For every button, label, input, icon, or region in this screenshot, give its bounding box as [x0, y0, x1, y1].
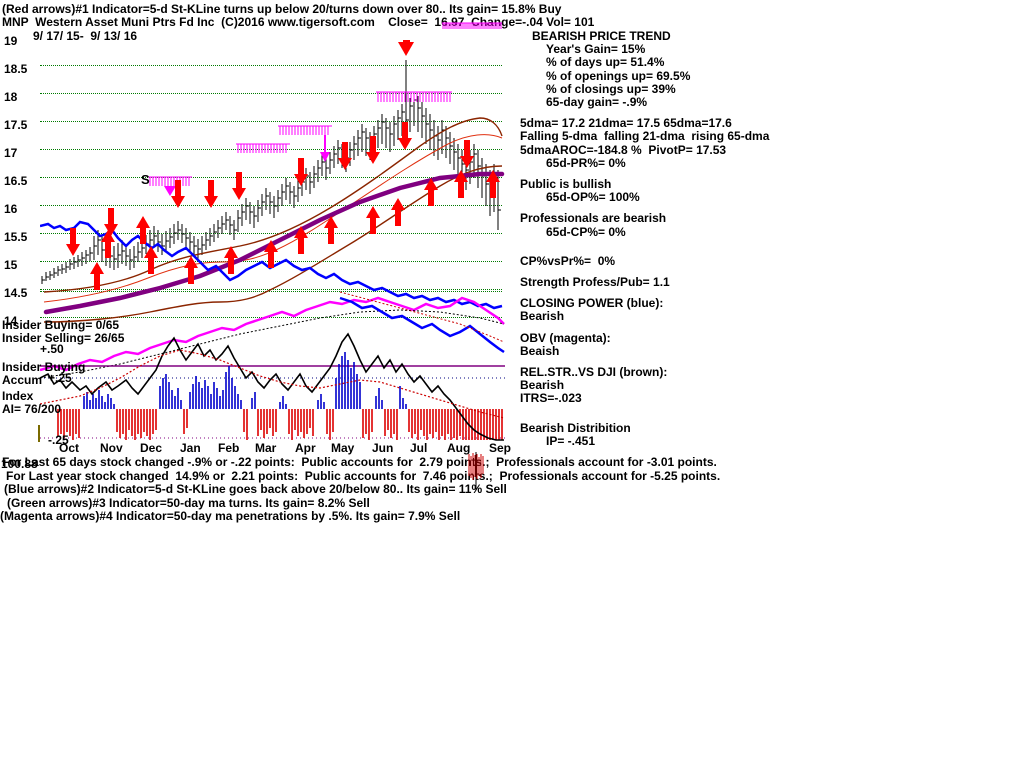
- closing-power-value: Bearish: [520, 309, 565, 324]
- x-axis-label-dec: Dec: [140, 441, 163, 455]
- sell-arrow-down: [66, 40, 474, 256]
- y-axis-label-17-5: 17.5: [4, 118, 28, 132]
- accum-positive-bars: [83, 352, 407, 409]
- pct-days-up: % of days up= 51.4%: [546, 55, 665, 70]
- accum-scale-plus50: +.50: [40, 342, 64, 356]
- x-axis-label-aug: Aug: [447, 441, 471, 455]
- price-bars: [41, 60, 501, 284]
- gridline: [40, 317, 502, 318]
- closing-power-lower: [339, 296, 505, 354]
- analysis-info-panel: BEARISH PRICE TREND Year's Gain= 15% % o…: [520, 29, 1020, 448]
- gridline: [40, 205, 502, 206]
- x-axis-label-sep: Sep: [489, 441, 512, 455]
- relstr-label: REL.STR..VS DJI (brown):: [520, 365, 668, 380]
- pct-closings-up: % of closings up= 39%: [546, 81, 676, 96]
- volume-spike-overlay-icon: [468, 452, 484, 490]
- y-axis-label-17: 17: [4, 146, 18, 160]
- price-chart[interactable]: 19 18.5 18 17.5 17 16.5 16 15.5 15 14.5 …: [0, 34, 512, 455]
- relstr-value: Bearish: [520, 378, 565, 393]
- indicator-3-line: (Green arrows)#3 Indicator=50-day ma tur…: [7, 495, 370, 510]
- x-axis-label-apr: Apr: [295, 441, 316, 455]
- indicator-2-line: (Blue arrows)#2 Indicator=5-d St-KLine g…: [4, 482, 507, 497]
- accum-index-label-2: Accum: [2, 373, 43, 387]
- accum-index-smoothing: [40, 349, 505, 419]
- accum-index-label-1: Insider Buying: [2, 360, 86, 374]
- insider-selling-label: Insider Selling= 26/65: [2, 331, 125, 345]
- date-range-label: 9/ 17/ 15- 9/ 13/ 16: [33, 29, 138, 43]
- trend-title: BEARISH PRICE TREND: [532, 29, 671, 43]
- aroc-pivot: 5dmaAROC=-184.8 % PivotP= 17.53: [520, 142, 727, 157]
- dma-trend: Falling 5-dma falling 21-dma rising 65-d…: [520, 129, 770, 144]
- header-volume-cluster-icon: [442, 22, 502, 29]
- gridline: [40, 93, 502, 94]
- y-axis-label-16-5: 16.5: [4, 174, 28, 188]
- y-axis-label-19: 19: [4, 34, 18, 48]
- pct-openings-up: % of openings up= 69.5%: [546, 68, 691, 83]
- accum-index-label-3: Index: [2, 389, 34, 403]
- years-gain: Year's Gain= 15%: [546, 42, 646, 57]
- cp-65d: 65d-CP%= 0%: [546, 224, 626, 239]
- gridline: [40, 65, 502, 66]
- indicator-1-headline: (Red arrows)#1 Indicator=5-d St-KLine tu…: [2, 2, 562, 16]
- y-axis-label-14-5: 14.5: [4, 286, 28, 300]
- symbol-header-line: MNP Western Asset Muni Ptrs Fd Inc (C)20…: [2, 15, 595, 29]
- buy-arrow-up: [90, 170, 500, 290]
- summary-text-block: For Last 65 days stock changed -.9% or -…: [0, 455, 1024, 524]
- cp-vs-pr: CP%vsPr%= 0%: [520, 253, 616, 268]
- axis-tick-mark: [38, 425, 40, 442]
- y-axis-label-18: 18: [4, 90, 18, 104]
- distribution-label: Bearish Distribition: [520, 420, 631, 435]
- rel-strength-lower-band: [43, 165, 503, 323]
- y-axis-label-15-5: 15.5: [4, 230, 28, 244]
- x-axis-label-feb: Feb: [218, 441, 240, 455]
- accum-negative-bars: [57, 409, 503, 440]
- gridline: [40, 121, 502, 122]
- x-axis-label-oct: Oct: [59, 441, 80, 455]
- x-axis-label-mar: Mar: [255, 441, 277, 455]
- professional-status: Professionals are bearish: [520, 211, 667, 226]
- y-axis-label-15: 15: [4, 258, 18, 272]
- accum-scale-minus25: -.25: [48, 433, 69, 447]
- strength-prof-pub: Strength Profess/Pub= 1.1: [520, 275, 670, 290]
- obv-value: Beaish: [520, 343, 560, 358]
- moving-average-line: [43, 171, 505, 315]
- gridline: [40, 177, 502, 178]
- summary-line-65days: For Last 65 days stock changed -.9% or -…: [2, 455, 717, 469]
- op-65d: 65d-OP%= 100%: [546, 190, 640, 205]
- indicator-4-line: (Magenta arrows)#4 Indicator=50-day ma p…: [0, 509, 461, 524]
- public-status: Public is bullish: [520, 177, 612, 192]
- insider-buying-label: Insider Buying= 0/65: [2, 318, 120, 332]
- pr-65d: 65d-PR%= 0%: [546, 155, 626, 170]
- gain-65day: 65-day gain= -.9%: [546, 95, 648, 110]
- obv-label: OBV (magenta):: [520, 330, 611, 345]
- itrs-value: ITRS=-.023: [520, 391, 582, 406]
- sell-signal-marker: S: [141, 172, 150, 187]
- x-axis-label-may: May: [331, 441, 355, 455]
- x-axis-label-nov: Nov: [100, 441, 123, 455]
- accum-index-value: AI= 76/200: [2, 402, 62, 416]
- obv-line: [40, 296, 505, 372]
- accum-index-line: [40, 332, 504, 441]
- y-axis-label-18-5: 18.5: [4, 62, 28, 76]
- summary-line-year: For Last year stock changed 14.9% or 2.2…: [6, 468, 721, 483]
- closing-power-label: CLOSING POWER (blue):: [520, 296, 664, 311]
- y-axis-label-14: 14: [4, 314, 18, 328]
- x-axis-label-jul: Jul: [410, 441, 428, 455]
- dma-values: 5dma= 17.2 21dma= 17.5 65dma=17.6: [520, 116, 732, 131]
- overlap-price-value: 100.88: [1, 457, 38, 471]
- gridline: [40, 233, 502, 234]
- y-axis-label-16: 16: [4, 202, 18, 216]
- x-axis-label-jan: Jan: [180, 441, 201, 455]
- accum-scale-plus25: +.25: [48, 371, 72, 385]
- gridline: [40, 291, 502, 292]
- accumulation-index-chart[interactable]: [40, 316, 505, 441]
- x-axis-label-jun: Jun: [372, 441, 394, 455]
- chart-canvas[interactable]: [40, 40, 505, 440]
- ip-value: IP= -.451: [546, 433, 596, 448]
- closing-power-dotted-ref: [339, 291, 505, 343]
- obv-reference-dotted: [40, 309, 505, 379]
